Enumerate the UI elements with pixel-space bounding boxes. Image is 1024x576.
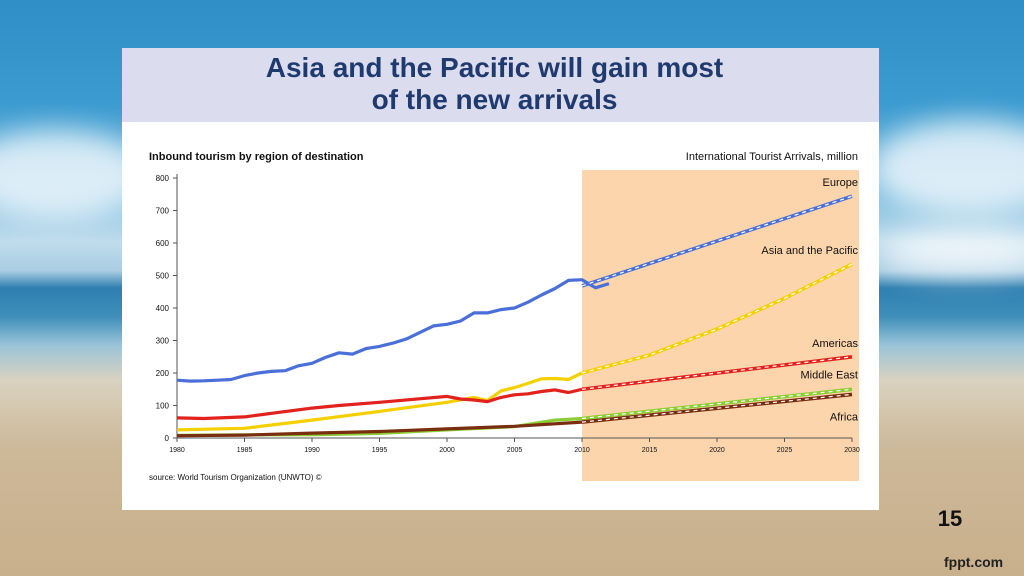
chart-title: Inbound tourism by region of destination (149, 151, 364, 163)
x-tick-label: 2020 (709, 447, 725, 454)
x-tick-label: 2005 (507, 447, 523, 454)
series-label-asia-and-the-pacific: Asia and the Pacific (761, 245, 858, 257)
chart: Inbound tourism by region of destination… (149, 151, 860, 482)
y-tick-label: 0 (165, 434, 170, 443)
cloud (880, 230, 1024, 275)
series-layer (176, 194, 853, 438)
series-label-americas: Americas (812, 338, 858, 350)
series-line-africa (176, 420, 583, 438)
forecast-dash-americas (581, 356, 853, 390)
x-tick-label: 2000 (439, 447, 455, 454)
y-tick-label: 200 (156, 369, 170, 378)
series-line-europe (176, 278, 610, 383)
y-tick-label: 100 (156, 402, 170, 411)
y-tick-label: 300 (156, 337, 170, 346)
x-tick-label: 2030 (844, 447, 860, 454)
y-tick-label: 800 (156, 174, 170, 183)
x-tick-label: 2025 (777, 447, 793, 454)
series-label-middle-east: Middle East (801, 369, 858, 381)
chart-subtitle: International Tourist Arrivals, million (686, 151, 858, 163)
y-tick-label: 500 (156, 272, 170, 281)
forecast-band (582, 170, 859, 481)
y-tick-label: 600 (156, 239, 170, 248)
x-tick-label: 2015 (642, 447, 658, 454)
series-label-europe: Europe (823, 177, 858, 189)
series-labels: Europe Asia and the Pacific Americas Middle… (761, 177, 859, 423)
title-band: Asia and the Pacific will gain most of t… (122, 48, 879, 122)
forecast-dash-africa (581, 393, 853, 423)
forecast-dash-asia-and-the-pacific (581, 263, 853, 374)
series-line-asia-and-the-pacific (176, 371, 583, 432)
forecast-line-europe (581, 194, 853, 288)
slide-title: Asia and the Pacific will gain most of t… (265, 52, 724, 115)
x-tick-label: 1990 (304, 447, 320, 454)
page-number: 15 (937, 506, 963, 531)
source-note: source: World Tourism Organization (UNWT… (149, 473, 322, 482)
cloud (870, 120, 1024, 215)
axes: 0 100 200 300 400 500 600 700 800 1980 1985 1990 199… (156, 174, 860, 454)
brand-logo-text: fppt.com (944, 554, 1004, 570)
series-line-americas (176, 387, 583, 421)
x-tick-label: 1995 (372, 447, 388, 454)
series-label-africa: Africa (830, 411, 859, 423)
y-tick-label: 400 (156, 304, 170, 313)
y-tick-label: 700 (156, 207, 170, 216)
x-tick-label: 1980 (169, 447, 185, 454)
x-tick-label: 1985 (237, 447, 253, 454)
forecast-dash-middle-east (581, 388, 853, 420)
x-tick-label: 2010 (574, 447, 590, 454)
